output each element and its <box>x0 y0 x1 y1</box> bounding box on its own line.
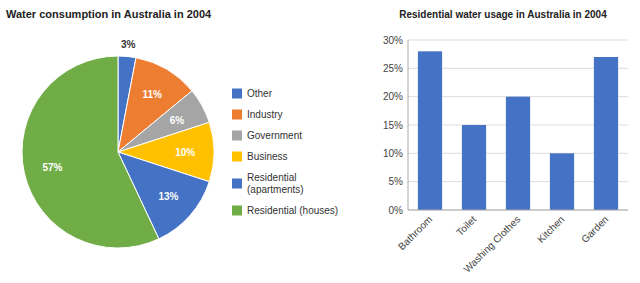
bar <box>462 125 486 210</box>
grid-line <box>408 210 628 211</box>
pie-chart: Water consumption in Australia in 2004 3%… <box>6 8 338 248</box>
x-axis: Bathroom ToiletWashing Clothes Kitchen Gard… <box>396 213 610 274</box>
legend-entry: Industry <box>247 109 283 120</box>
bar <box>506 97 530 210</box>
legend-entry: Government <box>247 130 302 141</box>
bars <box>418 51 618 210</box>
bar-chart: Residential water usage in Australia in … <box>383 9 628 275</box>
tick-label: 25% <box>383 63 403 74</box>
text-line: Business <box>247 151 288 162</box>
legend-swatch <box>232 206 242 216</box>
chart-title: Water consumption in Australia in 2004 <box>6 8 212 20</box>
bar <box>594 57 618 210</box>
tick-label: Kitchen <box>535 214 566 245</box>
axis-line <box>408 210 628 211</box>
legend-entry: Business <box>247 151 288 162</box>
pie-slices <box>22 56 214 248</box>
text-line: Industry <box>247 109 283 120</box>
bar <box>550 153 574 210</box>
tick-label: 0% <box>389 205 404 216</box>
legend-entry: Residential(apartments) <box>247 172 304 195</box>
text-line: Residential (houses) <box>247 205 338 216</box>
tick-label: Toilet <box>454 213 478 237</box>
legend-swatch <box>232 131 242 141</box>
data-label: 10% <box>175 147 195 158</box>
data-label: 11% <box>142 89 162 100</box>
data-label: 3% <box>121 39 136 50</box>
data-label: 57% <box>42 162 62 173</box>
text-line: Other <box>247 88 273 99</box>
legend: Other Industry Government Business Residenti… <box>232 88 338 216</box>
grid-line <box>408 40 628 41</box>
legend-swatch <box>232 152 242 162</box>
text-line: (apartments) <box>247 184 304 195</box>
pie-labels: 3% 11% 6% 10% 13% 57% <box>42 39 195 202</box>
legend-swatch <box>232 110 242 120</box>
data-label: 6% <box>170 115 185 126</box>
tick-label: 15% <box>383 120 403 131</box>
tick-label: Bathroom <box>396 214 434 252</box>
bar <box>418 51 442 210</box>
tick-label: Washing Clothes <box>461 214 522 275</box>
data-label: 13% <box>158 191 178 202</box>
legend-entry: Residential (houses) <box>247 205 338 216</box>
tick-label: Garden <box>579 214 610 245</box>
pie-slice <box>22 56 159 248</box>
tick-label: 20% <box>383 91 403 102</box>
y-axis: 0% 5% 10% 15% 20% 25% 30% <box>383 35 628 216</box>
tick-label: 5% <box>389 176 404 187</box>
chart-canvas: Water consumption in Australia in 2004 3%… <box>0 0 640 283</box>
tick-label: 30% <box>383 35 403 46</box>
axis-line <box>408 40 409 210</box>
legend-entry: Other <box>247 88 273 99</box>
tick-label: 10% <box>383 148 403 159</box>
text-line: Government <box>247 130 302 141</box>
legend-swatch <box>232 179 242 189</box>
legend-swatch <box>232 89 242 99</box>
text-line: Residential <box>247 172 296 183</box>
chart-title: Residential water usage in Australia in … <box>399 9 607 20</box>
